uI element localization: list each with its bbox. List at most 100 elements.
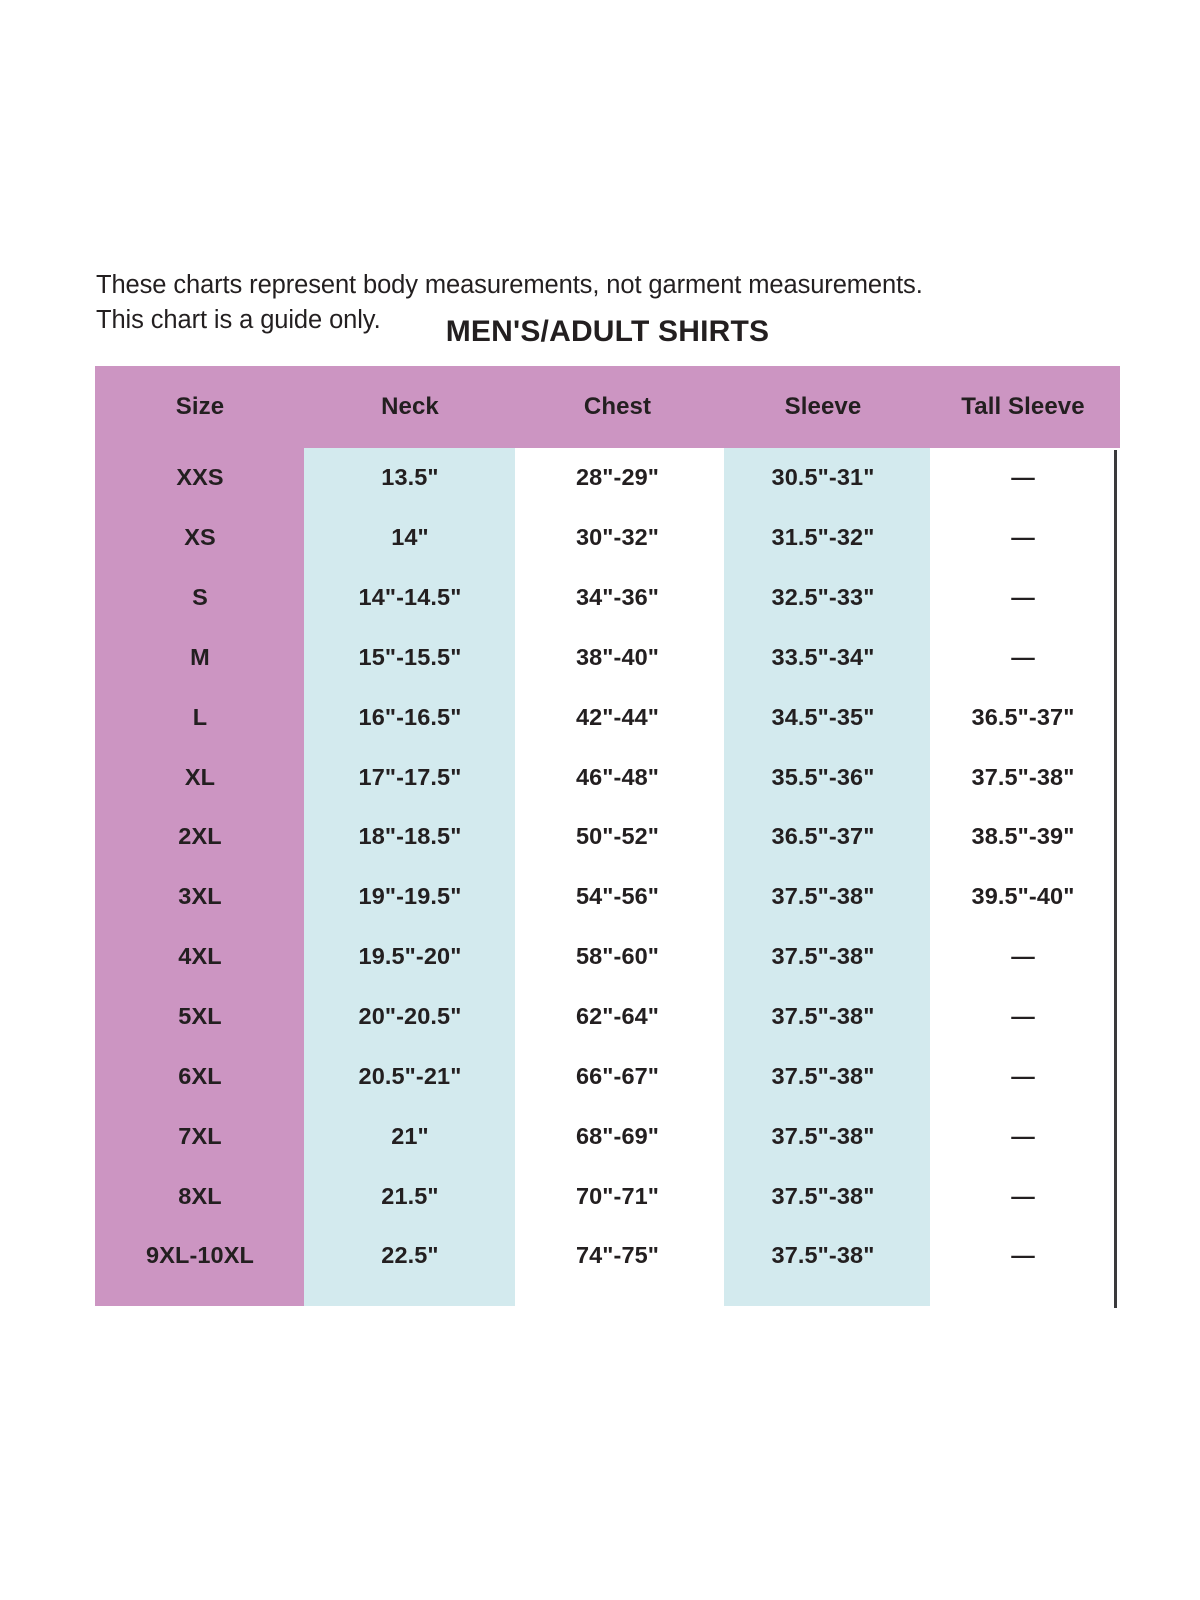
cell-sleeve: 37.5"-38": [771, 943, 875, 970]
intro-line-1: These charts represent body measurements…: [96, 271, 923, 299]
cell-tall-sleeve: —: [1011, 643, 1035, 670]
header-band: [95, 366, 1120, 448]
cell-size: 2XL: [178, 823, 222, 850]
cell-sleeve: 36.5"-37": [771, 823, 875, 850]
size-chart-table: Size Neck Chest Sleeve Tall Sleeve XXS 13…: [95, 366, 1120, 1308]
cell-chest: 74"-75": [575, 1242, 660, 1269]
table-row: 9XL-10XL 22.5" 74"-75" 37.5"-38" —: [95, 1226, 1120, 1286]
table-row: S 14"-14.5" 34"-36" 32.5"-33" —: [95, 568, 1120, 628]
cell-sleeve: 35.5"-36": [771, 763, 875, 790]
cell-neck: 19.5"-20": [358, 943, 462, 970]
table-row: XS 14" 30"-32" 31.5"-32" —: [95, 508, 1120, 568]
cell-tall-sleeve: —: [1011, 1003, 1035, 1030]
cell-size: XL: [184, 763, 216, 790]
cell-size: 9XL-10XL: [146, 1242, 254, 1269]
cell-size: L: [192, 703, 208, 730]
right-edge-rule: [1114, 450, 1117, 1308]
neck-column-band: [304, 448, 515, 1306]
cell-chest: 28"-29": [575, 464, 660, 491]
cell-neck: 20"-20.5": [358, 1003, 462, 1030]
cell-size: 7XL: [178, 1122, 222, 1149]
cell-chest: 70"-71": [575, 1182, 660, 1209]
cell-size: 4XL: [178, 943, 222, 970]
column-header-sleeve: Sleeve: [784, 393, 862, 420]
cell-size: 6XL: [178, 1062, 222, 1089]
intro-disclaimer: These charts represent body measurements…: [96, 268, 996, 338]
size-column-band: [95, 448, 305, 1306]
cell-size: S: [192, 584, 208, 611]
table-row: 3XL 19"-19.5" 54"-56" 37.5"-38" 39.5"-40": [95, 867, 1120, 927]
table-header: Size Neck Chest Sleeve Tall Sleeve: [95, 366, 1120, 448]
cell-chest: 58"-60": [575, 943, 660, 970]
cell-sleeve: 37.5"-38": [771, 883, 875, 910]
cell-tall-sleeve: —: [1011, 1182, 1035, 1209]
cell-tall-sleeve: —: [1011, 1242, 1035, 1269]
cell-tall-sleeve: —: [1011, 584, 1035, 611]
cell-sleeve: 37.5"-38": [771, 1122, 875, 1149]
cell-chest: 30"-32": [575, 524, 660, 551]
cell-neck: 19"-19.5": [358, 883, 462, 910]
cell-tall-sleeve: —: [1011, 1122, 1035, 1149]
cell-size: 3XL: [178, 883, 222, 910]
cell-tall-sleeve: —: [1011, 464, 1035, 491]
cell-sleeve: 37.5"-38": [771, 1062, 875, 1089]
sleeve-column-band: [724, 448, 930, 1306]
header-row: Size Neck Chest Sleeve Tall Sleeve: [95, 366, 1120, 448]
cell-size: 8XL: [178, 1182, 222, 1209]
cell-tall-sleeve: 36.5"-37": [971, 703, 1075, 730]
cell-chest: 54"-56": [575, 883, 660, 910]
cell-chest: 46"-48": [575, 763, 660, 790]
table-row: 7XL 21" 68"-69" 37.5"-38" —: [95, 1106, 1120, 1166]
cell-sleeve: 33.5"-34": [771, 643, 875, 670]
cell-neck: 14": [391, 524, 429, 551]
cell-tall-sleeve: —: [1011, 943, 1035, 970]
cell-tall-sleeve: 39.5"-40": [971, 883, 1075, 910]
cell-sleeve: 30.5"-31": [771, 464, 875, 491]
cell-sleeve: 37.5"-38": [771, 1182, 875, 1209]
column-header-tall-sleeve: Tall Sleeve: [961, 393, 1085, 420]
cell-neck: 16"-16.5": [358, 703, 462, 730]
page-title: MEN'S/ADULT SHIRTS: [445, 315, 770, 348]
cell-size: M: [190, 643, 210, 670]
cell-neck: 17"-17.5": [358, 763, 462, 790]
table-row: M 15"-15.5" 38"-40" 33.5"-34" —: [95, 628, 1120, 688]
cell-size: XXS: [176, 464, 224, 491]
table-body: XXS 13.5" 28"-29" 30.5"-31" — XS 14" 30"-32" 31.…: [95, 448, 1120, 1286]
cell-sleeve: 31.5"-32": [771, 524, 875, 551]
cell-sleeve: 32.5"-33": [771, 584, 875, 611]
table-row: XXS 13.5" 28"-29" 30.5"-31" —: [95, 448, 1120, 508]
table-row: 5XL 20"-20.5" 62"-64" 37.5"-38" —: [95, 987, 1120, 1047]
cell-neck: 18"-18.5": [358, 823, 462, 850]
cell-neck: 14"-14.5": [358, 584, 462, 611]
cell-chest: 66"-67": [575, 1062, 660, 1089]
cell-tall-sleeve: —: [1011, 1062, 1035, 1089]
cell-neck: 15"-15.5": [358, 643, 462, 670]
cell-tall-sleeve: —: [1011, 524, 1035, 551]
cell-sleeve: 37.5"-38": [771, 1242, 875, 1269]
cell-neck: 20.5"-21": [358, 1062, 462, 1089]
table-row: L 16"-16.5" 42"-44" 34.5"-35" 36.5"-37": [95, 687, 1120, 747]
table-row: 2XL 18"-18.5" 50"-52" 36.5"-37" 38.5"-39": [95, 807, 1120, 867]
cell-tall-sleeve: 37.5"-38": [971, 763, 1075, 790]
cell-size: 5XL: [178, 1003, 222, 1030]
cell-neck: 21.5": [381, 1182, 439, 1209]
cell-neck: 22.5": [381, 1242, 439, 1269]
cell-neck: 13.5": [381, 464, 439, 491]
cell-sleeve: 34.5"-35": [771, 703, 875, 730]
cell-sleeve: 37.5"-38": [771, 1003, 875, 1030]
cell-chest: 34"-36": [575, 584, 660, 611]
table-row: 4XL 19.5"-20" 58"-60" 37.5"-38" —: [95, 927, 1120, 987]
column-header-neck: Neck: [381, 393, 439, 420]
cell-neck: 21": [391, 1122, 429, 1149]
cell-chest: 42"-44": [575, 703, 660, 730]
column-header-size: Size: [175, 393, 225, 420]
cell-chest: 50"-52": [575, 823, 660, 850]
table-row: XL 17"-17.5" 46"-48" 35.5"-36" 37.5"-38": [95, 747, 1120, 807]
table-row: 6XL 20.5"-21" 66"-67" 37.5"-38" —: [95, 1046, 1120, 1106]
cell-size: XS: [184, 524, 216, 551]
cell-chest: 38"-40": [575, 643, 660, 670]
cell-chest: 68"-69": [575, 1122, 660, 1149]
column-header-chest: Chest: [583, 393, 652, 420]
measurements-grid: Size Neck Chest Sleeve Tall Sleeve XXS 13…: [95, 366, 1120, 1286]
table-row: 8XL 21.5" 70"-71" 37.5"-38" —: [95, 1166, 1120, 1226]
